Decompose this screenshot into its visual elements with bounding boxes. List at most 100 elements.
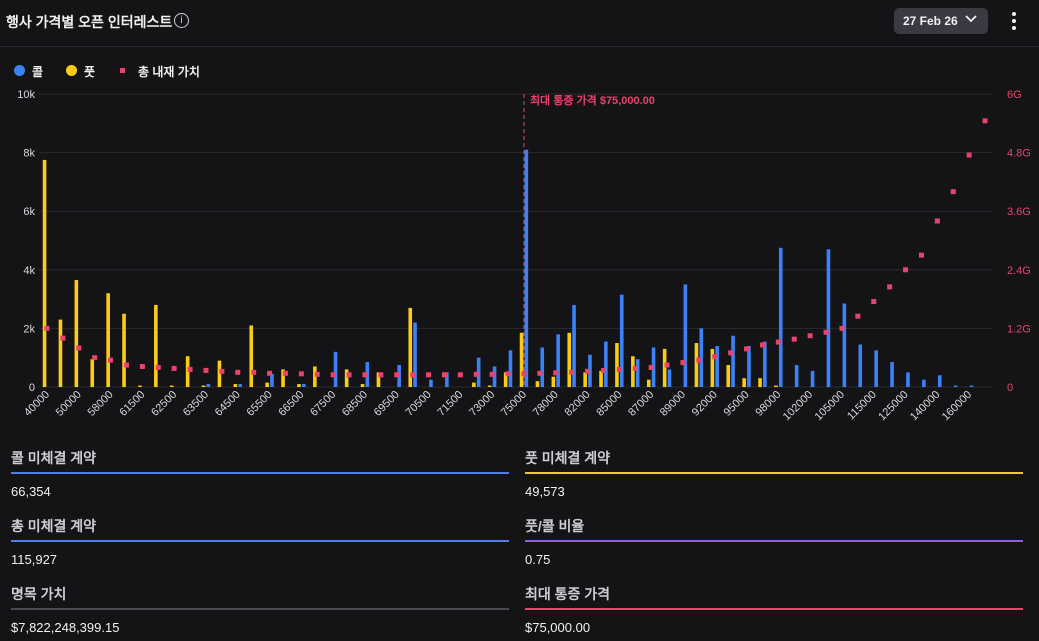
intrinsic-value-point: [728, 350, 734, 356]
call-bar: [810, 370, 815, 387]
call-bar: [333, 351, 338, 387]
call-bar: [937, 375, 942, 387]
stat-total-oi-underline: [11, 540, 509, 542]
call-bar: [445, 372, 449, 387]
stat-pc-ratio: 풋/콜 비율 0.75: [525, 516, 1023, 567]
put-bar: [58, 319, 63, 387]
x-tick-label: 87000: [626, 389, 656, 419]
call-bar: [715, 345, 719, 387]
call-bar: [508, 350, 513, 387]
x-tick-label: 66500: [276, 389, 306, 419]
intrinsic-value-point: [823, 329, 829, 335]
y-left-tick-label: 8k: [23, 148, 35, 160]
expiry-date-label: 27 Feb 26: [903, 14, 958, 28]
x-tick-label: 92000: [690, 389, 720, 419]
intrinsic-value-point: [664, 362, 670, 368]
call-legend-marker: [14, 65, 25, 76]
y-left-tick-label: 10k: [17, 89, 35, 101]
intrinsic-value-point: [807, 333, 813, 339]
intrinsic-value-point: [235, 369, 241, 375]
intrinsic-value-point: [680, 360, 686, 366]
intrinsic-value-point: [569, 369, 575, 375]
x-tick-label: 70500: [404, 389, 434, 419]
y-right-tick-label: 6G: [1007, 89, 1022, 101]
intrinsic-value-point: [187, 366, 193, 372]
stat-call-oi-label: 콜 미체결 계약: [11, 450, 97, 466]
put-bar: [360, 384, 365, 387]
x-tick-label: 115000: [845, 389, 879, 423]
put-bar: [201, 385, 206, 387]
intrinsic-value-point: [505, 371, 511, 377]
stat-total-oi: 총 미체결 계약 115,927: [11, 516, 509, 567]
expiry-date-dropdown[interactable]: 27 Feb 26: [894, 8, 988, 34]
stat-max-pain: 최대 통증 가격 $75,000.00: [525, 584, 1023, 635]
intrinsic-value-point: [982, 118, 988, 124]
call-bar: [238, 384, 242, 387]
put-bar: [758, 378, 762, 387]
put-bar: [249, 325, 254, 387]
put-bar: [106, 293, 110, 387]
info-icon[interactable]: i: [174, 13, 189, 28]
put-bar: [726, 365, 731, 387]
intrinsic-value-point: [791, 336, 797, 342]
intrinsic-value-point: [585, 368, 591, 374]
chevron-down-icon: [965, 15, 977, 23]
x-tick-label: 62500: [149, 389, 179, 419]
intrinsic-value-point: [394, 372, 400, 378]
page-title: 행사 가격별 오픈 인터레스트: [6, 14, 173, 30]
stat-max-pain-label: 최대 통증 가격: [525, 586, 611, 602]
x-tick-label: 102000: [781, 389, 815, 423]
y-right-tick-label: 1.2G: [1007, 323, 1031, 335]
intrinsic-value-point: [759, 342, 765, 348]
stat-pc-ratio-underline: [525, 540, 1023, 542]
put-bar: [265, 382, 269, 387]
y-right-tick-label: 2.4G: [1007, 265, 1031, 277]
intrinsic-value-point: [362, 372, 368, 378]
intrinsic-value-point: [839, 325, 845, 331]
x-tick-label: 85000: [594, 389, 624, 419]
max-pain-label: 최대 통증 가격 $75,000.00: [530, 93, 655, 107]
call-bar: [429, 379, 433, 387]
put-bar: [646, 379, 651, 387]
stat-put-oi: 풋 미체결 계약 49,573: [525, 448, 1023, 499]
more-options-icon[interactable]: [1004, 10, 1024, 32]
put-bar: [551, 376, 556, 387]
intrinsic-value-point: [267, 370, 273, 376]
stat-total-oi-label: 총 미체결 계약: [11, 518, 97, 534]
put-bar: [487, 385, 492, 387]
legend-put-label: 풋: [84, 65, 96, 79]
intrinsic-value-point: [712, 354, 718, 360]
y-left-tick-label: 4k: [23, 265, 35, 277]
intrinsic-value-point: [457, 372, 463, 378]
stat-call-oi: 콜 미체결 계약 66,354: [11, 448, 509, 499]
intrinsic-value-point: [775, 339, 781, 345]
put-bar: [376, 372, 381, 387]
call-bar: [953, 385, 958, 387]
y-left-tick-label: 6k: [23, 206, 35, 218]
call-bar: [794, 365, 799, 387]
x-tick-label: 89000: [658, 389, 688, 419]
intrinsic-value-point: [171, 365, 177, 371]
intrinsic-value-point: [950, 189, 956, 195]
intrinsic-value-point: [282, 370, 288, 376]
intrinsic-value-point: [139, 363, 145, 369]
call-bar: [922, 379, 926, 387]
intrinsic-value-point: [123, 362, 129, 368]
call-bar: [635, 359, 640, 387]
intrinsic-value-point: [346, 372, 352, 378]
open-interest-chart: 0 2k 4k 6k 8k 10k 0 1.2G 2.4G 3.6G 4.8G 6G 최대 통증 가격 …: [17, 89, 1031, 423]
call-bar: [842, 303, 847, 387]
intrinsic-value-point: [966, 152, 972, 158]
intrinsic-value-point: [60, 335, 66, 341]
put-bar: [233, 384, 238, 387]
x-tick-label: 40000: [22, 389, 52, 419]
stat-put-oi-underline: [525, 472, 1023, 474]
put-bar: [710, 348, 715, 387]
call-bar: [874, 350, 878, 387]
x-tick-label: 125000: [876, 389, 910, 423]
intrinsic-value-point: [203, 367, 209, 373]
put-bar: [662, 348, 667, 387]
stat-call-oi-value: 66,354: [11, 484, 51, 499]
intrinsic-value-point: [410, 372, 416, 378]
intrinsic-value-point: [76, 345, 82, 351]
